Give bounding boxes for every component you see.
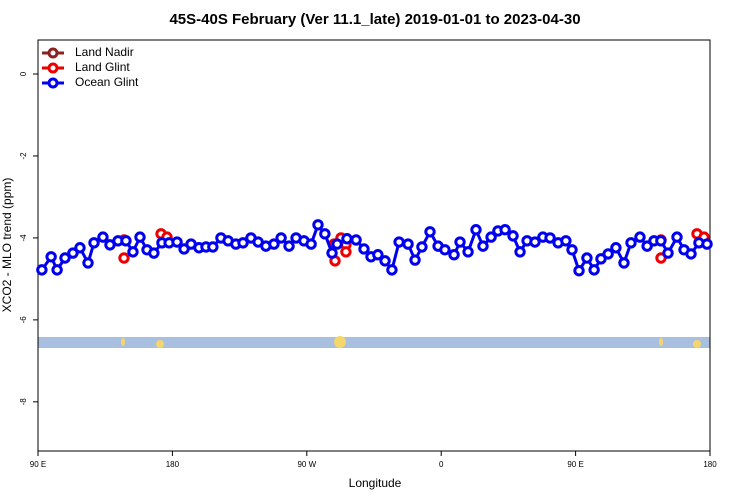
data-point [416, 241, 428, 253]
data-point [127, 246, 139, 258]
data-point [171, 236, 183, 248]
data-point [634, 231, 646, 243]
data-point [74, 242, 86, 254]
chart-title: 45S-40S February (Ver 11.1_late) 2019-01… [169, 11, 580, 28]
data-point [386, 264, 398, 276]
data-point [595, 253, 607, 265]
data-point [36, 264, 48, 276]
data-point [45, 251, 57, 263]
data-point [424, 226, 436, 238]
legend-marker [47, 47, 59, 59]
data-point [655, 235, 667, 247]
y-tick-label: -2 [19, 152, 28, 160]
data-point [59, 252, 71, 264]
data-point [507, 230, 519, 242]
data-point [566, 244, 578, 256]
x-tick-label: 0 [439, 460, 444, 469]
data-point [439, 244, 451, 256]
data-point [340, 246, 352, 258]
data-point [326, 247, 338, 259]
data-point [283, 240, 295, 252]
land-mask-band [38, 336, 710, 348]
data-point [625, 237, 637, 249]
data-point [560, 235, 572, 247]
data-point [588, 264, 600, 276]
x-tick-label: 90 E [567, 460, 583, 469]
data-point [641, 240, 653, 252]
data-point [118, 252, 130, 264]
data-point [477, 240, 489, 252]
data-point [82, 257, 94, 269]
y-axis-label: XCO2 - MLO trend (ppm) [0, 178, 14, 313]
legend-marker [47, 62, 59, 74]
y-tick-label: -8 [19, 398, 28, 406]
y-tick-label: -4 [19, 234, 28, 242]
data-point [358, 243, 370, 255]
data-point [350, 234, 362, 246]
data-point [134, 231, 146, 243]
data-point [372, 249, 384, 261]
data-point [393, 236, 405, 248]
legend-label: Land Nadir [75, 45, 134, 59]
plot-frame [37, 39, 711, 452]
legend-label: Ocean Glint [75, 75, 139, 89]
y-tick-label: 0 [19, 71, 28, 76]
data-point [305, 238, 317, 250]
data-point [88, 237, 100, 249]
data-point [409, 254, 421, 266]
data-point [331, 238, 343, 250]
data-point [701, 238, 713, 250]
data-point [148, 247, 160, 259]
data-point [448, 249, 460, 261]
data-point [610, 242, 622, 254]
data-point [97, 231, 109, 243]
legend-marker [47, 77, 59, 89]
data-point [268, 238, 280, 250]
data-point [312, 219, 324, 231]
x-tick-label: 90 W [297, 460, 316, 469]
data-point [454, 236, 466, 248]
data-point [544, 232, 556, 244]
data-point [470, 224, 482, 236]
data-point [618, 257, 630, 269]
data-point [685, 248, 697, 260]
data-point [573, 265, 585, 277]
data-point [485, 231, 497, 243]
y-tick-label: -6 [19, 316, 28, 324]
data-point [207, 241, 219, 253]
data-point [462, 246, 474, 258]
data-point [341, 233, 353, 245]
data-point [671, 231, 683, 243]
data-point [67, 247, 79, 259]
data-point [529, 236, 541, 248]
data-point [581, 252, 593, 264]
x-tick-label: 180 [703, 460, 717, 469]
data-point [602, 248, 614, 260]
data-point [402, 238, 414, 250]
x-tick-label: 180 [166, 460, 180, 469]
x-tick-label: 90 E [30, 460, 46, 469]
data-point [379, 255, 391, 267]
data-point [237, 237, 249, 249]
data-point [514, 246, 526, 258]
data-point [275, 232, 287, 244]
legend-label: Land Glint [75, 60, 130, 74]
data-point [319, 228, 331, 240]
data-point [51, 264, 63, 276]
data-point [120, 235, 132, 247]
x-axis-label: Longitude [349, 476, 402, 490]
data-point [499, 224, 511, 236]
data-point [662, 247, 674, 259]
